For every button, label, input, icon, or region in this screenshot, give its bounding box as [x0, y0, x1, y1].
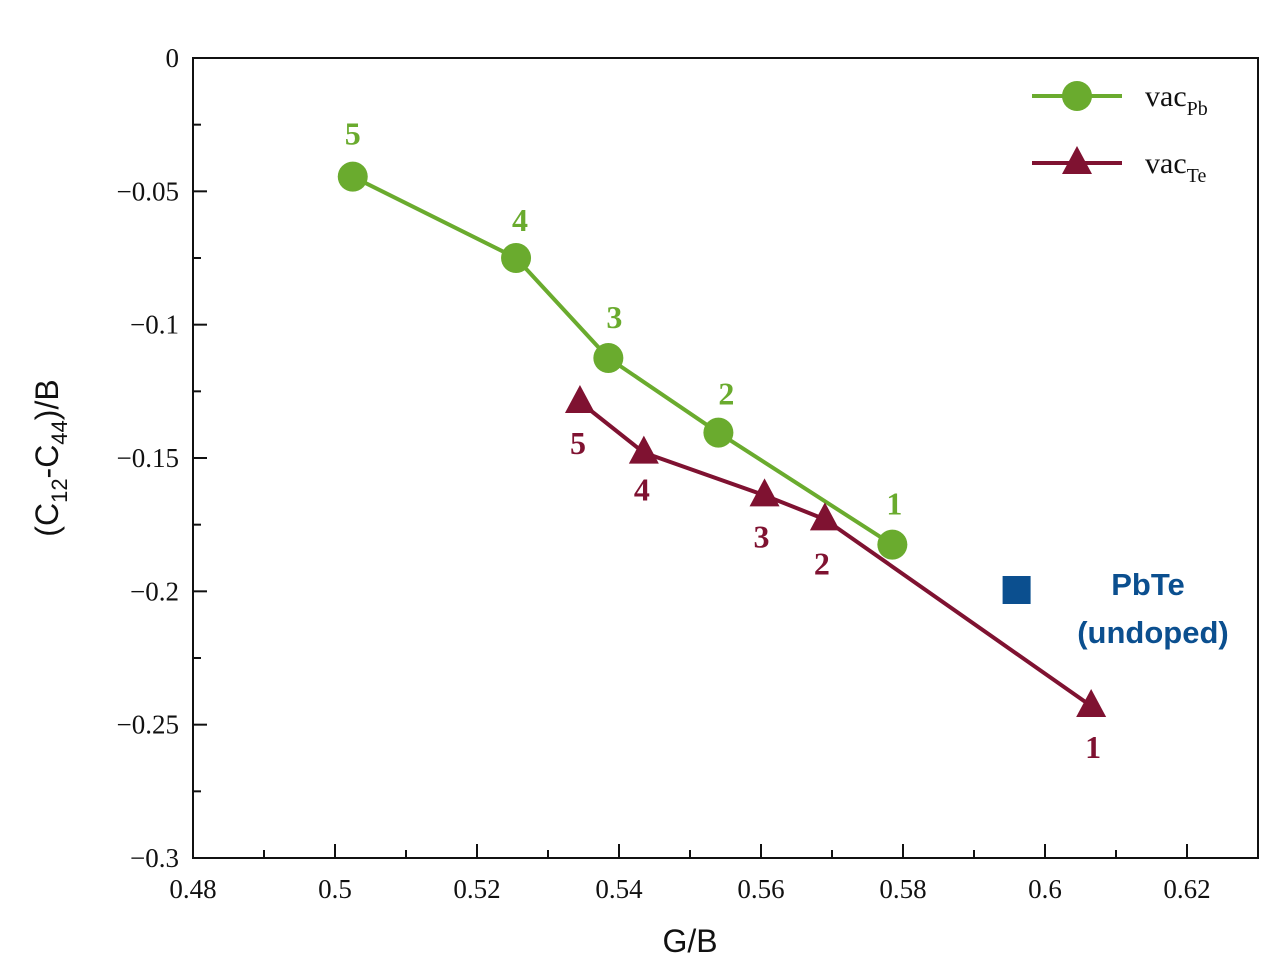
data-point-vacpb	[877, 529, 908, 560]
data-point-vacte	[628, 435, 659, 464]
data-point-vacte	[564, 385, 595, 413]
point-label-vacte: 4	[634, 472, 650, 508]
legend-item-vacte: vacTe	[1032, 146, 1206, 187]
point-label-vacpb: 4	[512, 202, 528, 238]
y-axis-ticks: 0 −0.05 −0.1 −0.15 −0.2 −0.25 −0.3	[117, 43, 207, 873]
x-tick-label: 0.6	[1028, 874, 1062, 904]
point-label-vacpb: 2	[718, 376, 734, 412]
y-tick-label: 0	[166, 43, 180, 73]
point-label-vacte: 1	[1085, 729, 1101, 765]
y-tick-label: −0.3	[130, 843, 179, 873]
legend-label-vacpb: vacPb	[1145, 80, 1208, 120]
legend-label-vacte: vacTe	[1145, 147, 1206, 187]
pbte-annotation: PbTe (undoped)	[1002, 567, 1229, 650]
y-tick-label: −0.05	[117, 176, 179, 206]
legend: vacPb vacTe	[1032, 80, 1208, 187]
series-layer: 5 4 3 2 1 5 4 3 2 1	[337, 116, 1107, 765]
x-axis-ticks: 0.48 0.5 0.52 0.54 0.56 0.58 0.6 0.62	[169, 844, 1211, 904]
x-tick-label: 0.58	[879, 874, 926, 904]
legend-item-vacpb: vacPb	[1032, 80, 1208, 120]
data-point-vacpb	[593, 343, 624, 373]
pbte-label-line2: (undoped)	[1077, 615, 1229, 650]
data-point-vacte	[1076, 689, 1107, 717]
point-label-vacte: 2	[814, 545, 830, 581]
data-point-vacpb	[703, 417, 734, 448]
data-point-vacte	[749, 478, 780, 507]
x-axis-title: G/B	[662, 923, 717, 959]
y-tick-label: −0.1	[130, 310, 179, 340]
y-tick-label: −0.2	[130, 576, 179, 606]
point-label-vacpb: 3	[606, 299, 622, 335]
x-tick-label: 0.48	[169, 874, 216, 904]
y-tick-label: −0.25	[117, 710, 179, 740]
x-tick-label: 0.52	[453, 874, 500, 904]
series-line-vacte	[577, 400, 1094, 708]
point-label-vacpb: 1	[886, 486, 902, 522]
point-label-vacte: 3	[754, 518, 770, 554]
data-point-vacpb	[501, 243, 532, 273]
pbte-label-line1: PbTe	[1111, 567, 1185, 602]
data-point-vacte	[809, 502, 840, 531]
y-axis-title: (C12-C44)/B	[29, 379, 72, 536]
x-tick-label: 0.5	[318, 874, 352, 904]
pbte-reference-marker	[1002, 576, 1031, 604]
x-tick-label: 0.54	[595, 874, 643, 904]
legend-marker-triangle-icon	[1062, 146, 1092, 174]
point-label-vacpb: 5	[345, 116, 361, 152]
y-tick-label: −0.15	[117, 443, 179, 473]
legend-marker-circle-icon	[1062, 81, 1092, 111]
point-label-vacte: 5	[570, 425, 586, 461]
x-tick-label: 0.56	[737, 874, 784, 904]
data-point-vacpb	[337, 161, 368, 192]
x-tick-label: 0.62	[1163, 874, 1210, 904]
